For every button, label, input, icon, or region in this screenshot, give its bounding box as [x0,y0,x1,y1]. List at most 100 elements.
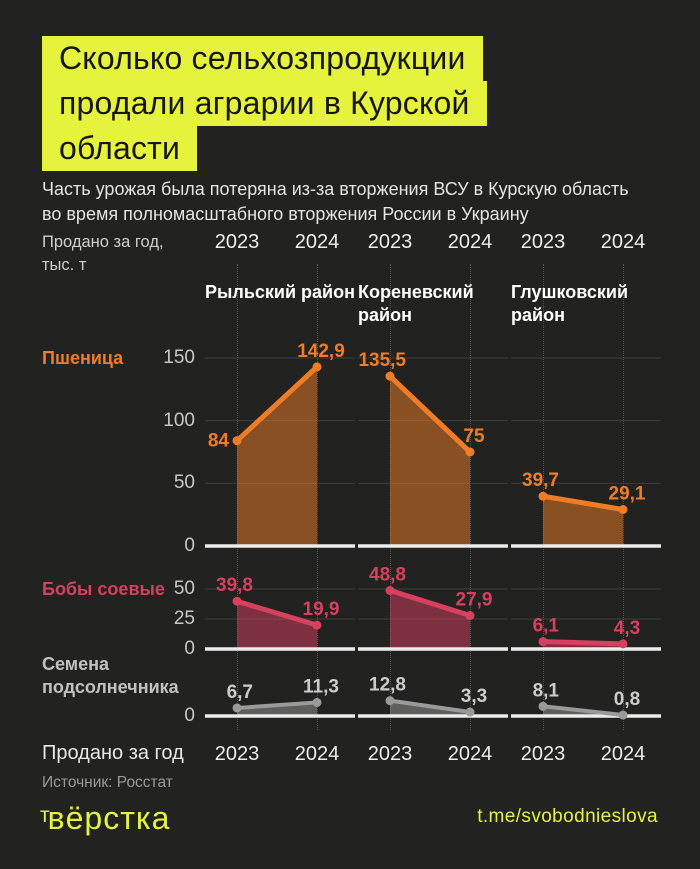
area-fill [390,376,470,546]
data-point [618,639,628,649]
value-label: 3,3 [461,686,487,707]
tick-label: 25 [173,608,195,629]
tick-label: 50 [173,578,195,599]
year-label: 2023 [367,231,413,253]
tick-label: 150 [163,347,195,368]
value-label: 4,3 [614,618,640,639]
subtitle-line: во время полномасштабного вторжения Росс… [42,204,529,224]
title-line: области [42,126,198,171]
value-label: 48,8 [369,564,406,585]
data-line [235,700,319,710]
district-header: Глушковский район [511,282,629,325]
tick-label: 50 [173,472,195,494]
data-line [540,493,626,513]
data-line [387,373,473,455]
tick-label: 100 [163,409,195,431]
year-label: 2024 [447,231,493,253]
data-point [232,436,242,446]
value-label: 6,7 [227,682,253,703]
data-point [538,701,548,711]
chart-panel: 8,1 0,8 [511,680,661,720]
area-fill [237,702,317,716]
chart-panel: 6,7 11,3 [205,676,355,718]
year-label: 2023 [520,231,566,253]
chart-panel: 48,8 27,9 [358,564,508,651]
telegram-link[interactable]: t.me/svobodnieslova [477,806,658,827]
year-label: 2024 [294,231,340,253]
data-point [538,491,548,501]
data-point [465,447,475,457]
data-point [618,710,628,720]
bottom-axis-label: Продано за год [42,742,184,764]
value-label: 11,3 [303,676,339,697]
value-label: 39,8 [216,575,253,596]
grid-column-line [623,264,624,730]
data-point [465,611,475,621]
value-label: 19,9 [303,599,340,620]
data-point [385,371,395,381]
data-point [618,505,628,515]
series-label-soybeans: Бобы соевые [42,579,165,599]
chart-panel: 6,1 4,3 [511,588,661,651]
data-point [385,696,395,706]
subtitle: Часть урожая была потеряна из-за вторжен… [42,177,629,227]
title-line: продали аграрии в Курской [42,81,487,126]
data-point [385,585,395,595]
data-line [388,698,472,715]
value-label: 39,7 [522,470,559,491]
data-point [538,637,548,647]
data-line [234,364,320,444]
title-line: Сколько сельхозпродукции [42,36,483,81]
value-label: 27,9 [456,590,493,611]
tick-label: 0 [184,705,195,726]
value-label: 84 [208,431,230,452]
chart-panel: 84 142,9 [205,341,355,548]
axis-note-line: тыс. т [42,256,87,274]
area-fill [237,366,317,546]
data-point [312,620,322,630]
value-label: 29,1 [609,484,646,505]
data-point [312,697,322,707]
chart-panel: 12,8 3,3 [358,675,508,718]
year-label: 2024 [600,231,646,253]
logo-text: вёрстка [47,800,171,836]
series-label-sunflower-seeds: Семена подсолнечника [42,654,179,697]
grid-column-line [317,264,318,730]
series-label-wheat: Пшеница [42,348,124,368]
verstka-logo: твёрстка [40,800,170,837]
district-header: Кореневский район [358,282,474,325]
year-label: 2024 [294,743,340,765]
data-point [465,707,475,717]
y-axis-unit-note: Продано за год, тыс. т [42,231,164,277]
value-label: 12,8 [369,675,406,696]
value-label: 142,9 [297,341,345,362]
year-label: 2023 [214,743,260,765]
value-label: 0,8 [614,689,640,710]
data-line [540,639,626,647]
grid-column-line [470,264,471,730]
axis-note-line: Продано за год, [42,233,164,251]
data-line [541,704,625,718]
data-point [312,362,322,372]
year-label: 2024 [447,743,493,765]
page-title: Сколько сельхозпродукции продали аграрии… [42,36,487,171]
data-line [234,598,320,628]
data-point [232,703,242,713]
chart-panel: 39,8 19,9 [205,575,355,651]
logo-mark: т [40,804,50,827]
chart-panel: 39,7 29,1 [511,357,661,548]
data-line [387,587,473,619]
data-source-note: Источник: Росстат [42,774,173,791]
value-label: 75 [463,426,485,447]
district-header: Рыльский район [205,282,355,302]
tick-label: 0 [184,535,195,556]
value-label: 135,5 [358,350,406,371]
value-label: 6,1 [533,616,560,637]
year-label: 2023 [214,231,260,253]
area-fill [237,601,317,649]
tick-label: 0 [184,638,195,659]
year-label: 2023 [520,743,566,765]
year-label: 2024 [600,743,646,765]
subtitle-line: Часть урожая была потеряна из-за вторжен… [42,179,629,199]
